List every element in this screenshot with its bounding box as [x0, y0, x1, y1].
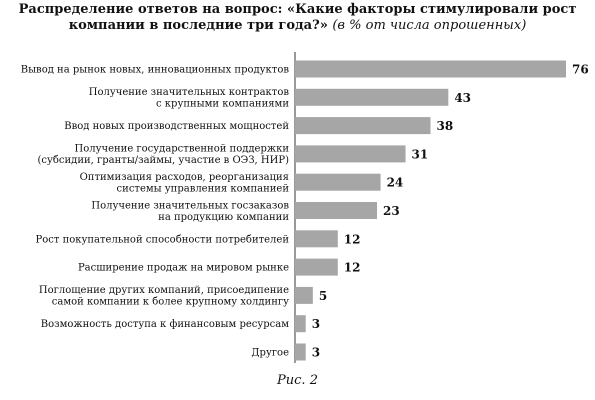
category-label-1: Получение значительных контрактов с крупн…: [89, 87, 290, 110]
category-label-0: Вывод на рынок новых, инновационных прод…: [21, 65, 290, 76]
chart-title-line-2: компании в последние три года?» (в % от …: [0, 18, 595, 34]
figure-caption: Рис. 2: [277, 373, 318, 388]
bar-3: [295, 145, 406, 163]
value-label-0: 76: [572, 63, 589, 77]
category-label-3: Получение государственной поддержки (субс…: [38, 144, 290, 167]
value-label-1: 43: [454, 91, 471, 105]
bar-8: [295, 286, 313, 304]
category-label-5-line-0: Получение значительных госзаказов: [91, 200, 289, 211]
category-label-4-line-1: системы управления компанией: [117, 183, 290, 194]
category-label-7: Расширение продаж на мировом рынке: [78, 263, 289, 274]
category-label-6-line-0: Рост покупательной способности потребите…: [36, 234, 290, 245]
category-label-9-line-0: Возможность доступа к финансовым ресурса…: [41, 319, 289, 330]
category-label-9: Возможность доступа к финансовым ресурса…: [41, 319, 289, 330]
value-label-2: 38: [437, 119, 454, 133]
bar-5: [295, 202, 378, 219]
category-label-0-line-0: Вывод на рынок новых, инновационных прод…: [21, 65, 290, 76]
value-label-4: 24: [387, 176, 404, 190]
category-label-6: Рост покупательной способности потребите…: [36, 234, 290, 245]
category-label-10: Другое: [251, 348, 289, 359]
category-label-10-line-0: Другое: [251, 348, 289, 359]
value-label-8: 5: [319, 289, 327, 303]
category-label-2: Ввод новых производственных мощностей: [64, 121, 289, 132]
category-label-8: Поглощение других компаний, присоедипени…: [39, 285, 289, 308]
bar-1: [295, 88, 449, 106]
chart-subtitle: (в % от числа опрошенных): [332, 18, 527, 33]
category-label-1-line-0: Получение значительных контрактов: [89, 87, 290, 98]
category-label-8-line-0: Поглощение других компаний, присоедипени…: [39, 285, 289, 296]
chart-title-line-2-text: компании в последние три года?»: [68, 18, 328, 33]
category-label-7-line-0: Расширение продаж на мировом рынке: [78, 263, 289, 274]
category-label-1-line-1: с крупными компаниями: [156, 99, 289, 110]
category-label-5: Получение значительных госзаказов на прод…: [91, 200, 289, 223]
bar-7: [295, 258, 338, 276]
bar-0: [295, 60, 566, 78]
value-label-10: 3: [312, 346, 320, 360]
category-label-4-line-0: Оптимизация расходов, реорганизация: [80, 172, 289, 183]
chart-title-line-1: Распределение ответов на вопрос: «Какие …: [18, 2, 577, 17]
bar-9: [295, 315, 306, 333]
value-label-6: 12: [344, 232, 361, 246]
bar-2: [295, 117, 431, 135]
value-label-3: 31: [412, 147, 429, 161]
value-label-9: 3: [312, 317, 320, 331]
chart-title: Распределение ответов на вопрос: «Какие …: [0, 2, 595, 34]
value-label-5: 23: [383, 204, 400, 218]
category-label-8-line-1: самой компании к более крупному холдингу: [52, 297, 289, 308]
bar-4: [295, 173, 381, 191]
category-label-5-line-1: на продукцию компании: [158, 212, 289, 223]
bar-6: [295, 230, 338, 248]
category-label-2-line-0: Ввод новых производственных мощностей: [64, 121, 289, 132]
bar-10: [295, 343, 306, 361]
category-label-3-line-1: (субсидии, гранты/займы, участие в ОЭЗ, …: [38, 155, 290, 166]
value-label-7: 12: [344, 261, 361, 275]
category-label-3-line-0: Получение государственной поддержки: [74, 144, 289, 155]
category-label-4: Оптимизация расходов, реорганизация систе…: [80, 172, 290, 195]
